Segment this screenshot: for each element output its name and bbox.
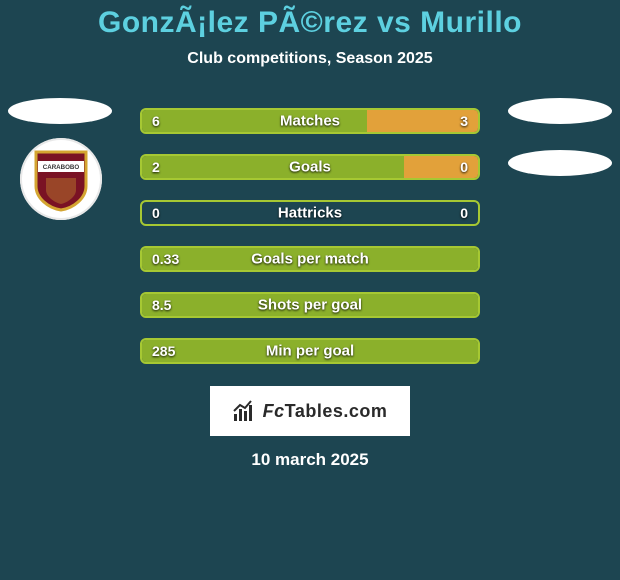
stat-value-left: 6 [152, 113, 160, 129]
player-right-placeholder-2 [508, 150, 612, 176]
stat-value-right: 3 [460, 113, 468, 129]
club-badge: CARABOBO [20, 138, 102, 220]
stat-value-left: 2 [152, 159, 160, 175]
stat-value-right: 0 [460, 159, 468, 175]
stat-row: Hattricks 0 0 [140, 200, 480, 226]
stat-row: Goals per match 0.33 [140, 246, 480, 272]
provider-logo: FcTables.com [210, 386, 410, 436]
stat-value-right: 0 [460, 205, 468, 221]
comparison-card: GonzÃ¡lez PÃ©rez vs Murillo Club competi… [0, 0, 620, 470]
stat-label: Goals per match [251, 251, 369, 268]
stat-value-left: 0 [152, 205, 160, 221]
player-right-placeholder-1 [508, 98, 612, 124]
stat-value-left: 285 [152, 343, 175, 359]
stats-bars: Matches 6 3 Goals 2 0 Hattricks 0 0 Goals per mat… [140, 108, 480, 364]
date-text: 10 march 2025 [0, 450, 620, 470]
stat-label: Min per goal [266, 343, 354, 360]
bar-chart-icon [233, 400, 257, 422]
subtitle: Club competitions, Season 2025 [0, 50, 620, 68]
stat-row: Matches 6 3 [140, 108, 480, 134]
stat-label: Hattricks [278, 205, 342, 222]
stat-fill-left [142, 156, 404, 178]
player-left-placeholder [8, 98, 112, 124]
stat-label: Goals [289, 159, 331, 176]
shield-icon: CARABOBO [32, 146, 90, 212]
stat-row: Goals 2 0 [140, 154, 480, 180]
stat-row: Min per goal 285 [140, 338, 480, 364]
page-title: GonzÃ¡lez PÃ©rez vs Murillo [0, 6, 620, 40]
stat-label: Matches [280, 113, 340, 130]
logo-text: FcTables.com [263, 401, 388, 422]
stat-value-left: 8.5 [152, 297, 171, 313]
stats-area: CARABOBO Matches63Goals20Hattricks00Goal… [0, 108, 620, 364]
stat-row: Shots per goal 8.5 [140, 292, 480, 318]
badge-text: CARABOBO [43, 164, 80, 171]
stat-value-left: 0.33 [152, 251, 179, 267]
stat-label: Shots per goal [258, 297, 362, 314]
